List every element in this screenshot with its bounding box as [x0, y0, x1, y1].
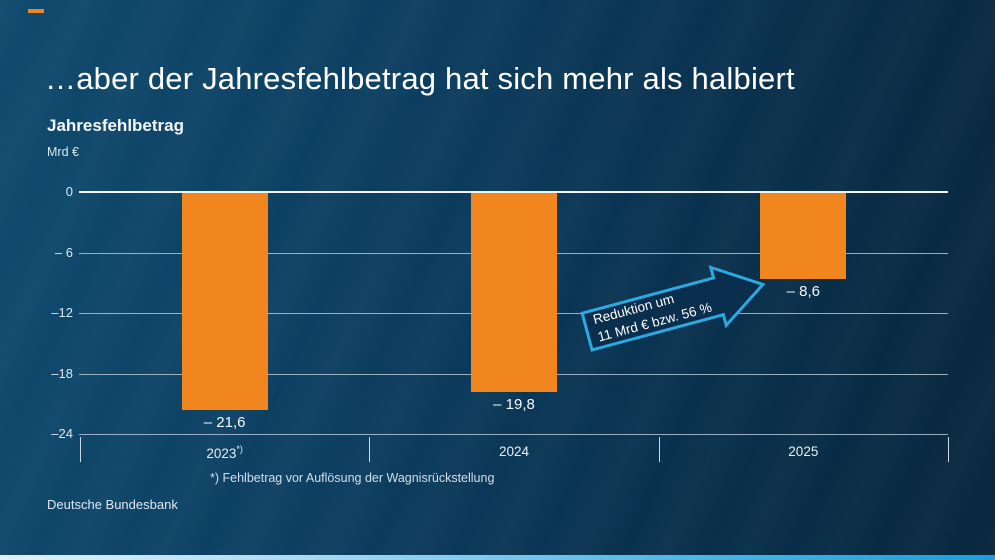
- footnote-marker: *): [236, 444, 243, 454]
- x-axis-category-label: 2025: [788, 444, 819, 459]
- zero-gridline: [79, 191, 948, 193]
- source-label: Deutsche Bundesbank: [47, 497, 178, 512]
- y-axis-tick-label: –24: [51, 426, 73, 441]
- chart-unit-label: Mrd €: [47, 145, 79, 159]
- y-axis-tick-label: –18: [51, 365, 73, 381]
- chart-footnote: *) Fehlbetrag vor Auflösung der Wagnisrü…: [210, 471, 495, 485]
- x-axis-tick: [369, 437, 371, 462]
- block-arrow-icon: [580, 265, 766, 352]
- bar-value-label: – 19,8: [493, 395, 535, 413]
- bar-value-label: – 21,6: [203, 413, 246, 431]
- gridline: [79, 434, 948, 435]
- y-axis-tick-label: 0: [65, 184, 73, 199]
- x-axis-category-label: 2023*): [206, 444, 243, 461]
- chart-title: Jahresfehlbetrag: [47, 116, 184, 135]
- bar-2024: [471, 193, 557, 392]
- x-axis-tick: [658, 437, 660, 462]
- bar-value-label: – 8,6: [786, 282, 821, 300]
- slide-title: …aber der Jahresfehlbetrag hat sich mehr…: [45, 60, 795, 96]
- y-axis-tick-label: – 6: [54, 244, 73, 260]
- x-axis-tick: [948, 437, 949, 462]
- x-axis-tick: [80, 437, 81, 462]
- y-axis-tick-label: –12: [51, 305, 73, 320]
- bottom-accent-bar: [0, 555, 995, 560]
- bar-2023: [181, 193, 268, 410]
- brand-accent-dash: [28, 9, 44, 13]
- reduction-annotation: Reduktion um 11 Mrd € bzw. 56 %: [577, 253, 773, 363]
- x-axis-category-label: 2024: [498, 444, 530, 459]
- bar-2025: [760, 193, 847, 279]
